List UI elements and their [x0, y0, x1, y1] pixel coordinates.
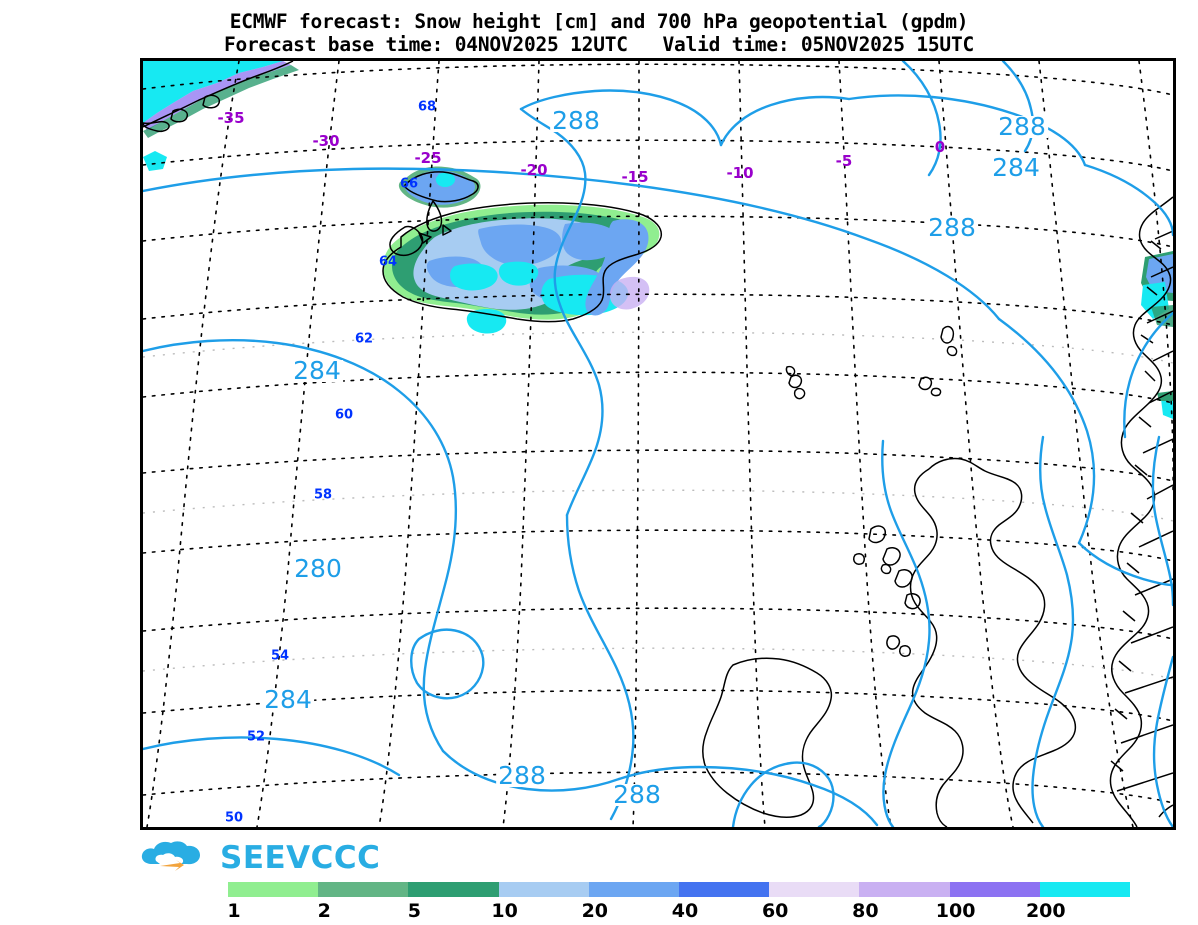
colorbar-label-5: 5	[407, 900, 422, 922]
latitude-label-52: 52	[246, 729, 266, 745]
latitude-label-54: 54	[270, 648, 290, 664]
map-canvas: -35-30-25-20-15-10-505686664626058565452…	[143, 61, 1173, 827]
colorbar-label-20: 20	[581, 900, 609, 922]
colorbar-segment-40	[679, 882, 770, 897]
logo-text: SEEVCCC	[220, 840, 381, 876]
contour-label-288-0: 288	[550, 106, 602, 135]
contour-label-288-3: 288	[926, 213, 978, 242]
colorbar-label-40: 40	[671, 900, 699, 922]
colorbar[interactable]: 1 2 5 10 20 40 60 80 100 200	[227, 882, 1131, 924]
colorbar-segment-1	[228, 882, 319, 897]
colorbar-segment-200	[1039, 882, 1131, 897]
weather-map[interactable]: -35-30-25-20-15-10-505686664626058565452…	[140, 58, 1176, 830]
latitude-label-64: 64	[378, 254, 398, 270]
contour-label-288-7: 288	[496, 761, 548, 790]
chart-subtitle: Forecast base time: 04NOV2025 12UTC Vali…	[223, 33, 975, 56]
colorbar-gradient	[228, 882, 1131, 897]
contour-label-284-4: 284	[291, 356, 343, 385]
cloud-icon	[141, 841, 200, 871]
latitude-label-50: 50	[224, 810, 244, 826]
chart-title-block: ECMWF forecast: Snow height [cm] and 700…	[0, 10, 1198, 56]
colorbar-segment-80	[859, 882, 950, 897]
colorbar-tick-labels: 1 2 5 10 20 40 60 80 100 200	[227, 900, 1130, 924]
contour-label-284-2: 284	[990, 153, 1042, 182]
geopotential-contours	[143, 61, 1173, 827]
colorbar-label-80: 80	[852, 900, 879, 922]
colorbar-segment-2	[318, 882, 409, 897]
coordinate-grid	[143, 61, 1173, 827]
contour-label-288-8: 288	[611, 780, 663, 809]
colorbar-segment-10	[498, 882, 589, 897]
latitude-label-66: 66	[399, 176, 419, 192]
seevccc-logo[interactable]: SEEVCCC	[140, 836, 380, 880]
longitude-label-0: 0	[934, 138, 946, 156]
longitude-label--20: -20	[520, 161, 548, 179]
latitude-label-62: 62	[354, 331, 374, 347]
colorbar-label-200: 200	[1025, 900, 1066, 922]
colorbar-label-60: 60	[761, 900, 789, 922]
colorbar-label-100: 100	[935, 900, 976, 922]
contour-label-284-6: 284	[262, 685, 314, 714]
contour-label-280-5: 280	[292, 554, 344, 583]
colorbar-segment-60	[769, 882, 860, 897]
snow-fill-iceland	[383, 166, 660, 334]
map-graphics	[143, 61, 1173, 827]
longitude-label--25: -25	[414, 149, 442, 167]
page-title: ECMWF forecast: Snow height [cm] and 700…	[229, 10, 969, 33]
latitude-label-60: 60	[334, 407, 354, 423]
colorbar-segment-5	[408, 882, 499, 897]
colorbar-segment-100	[949, 882, 1040, 897]
colorbar-label-2: 2	[317, 900, 331, 922]
longitude-label--35: -35	[217, 109, 245, 127]
colorbar-label-1: 1	[227, 900, 241, 922]
latitude-label-58: 58	[313, 487, 333, 503]
latitude-label-68: 68	[417, 99, 437, 115]
contour-label-288-1: 288	[996, 112, 1048, 141]
longitude-label--10: -10	[726, 164, 754, 182]
longitude-label--30: -30	[312, 132, 340, 150]
longitude-label--5: -5	[835, 152, 853, 170]
longitude-label--15: -15	[621, 168, 649, 186]
colorbar-segment-20	[588, 882, 680, 897]
colorbar-label-10: 10	[491, 900, 518, 922]
